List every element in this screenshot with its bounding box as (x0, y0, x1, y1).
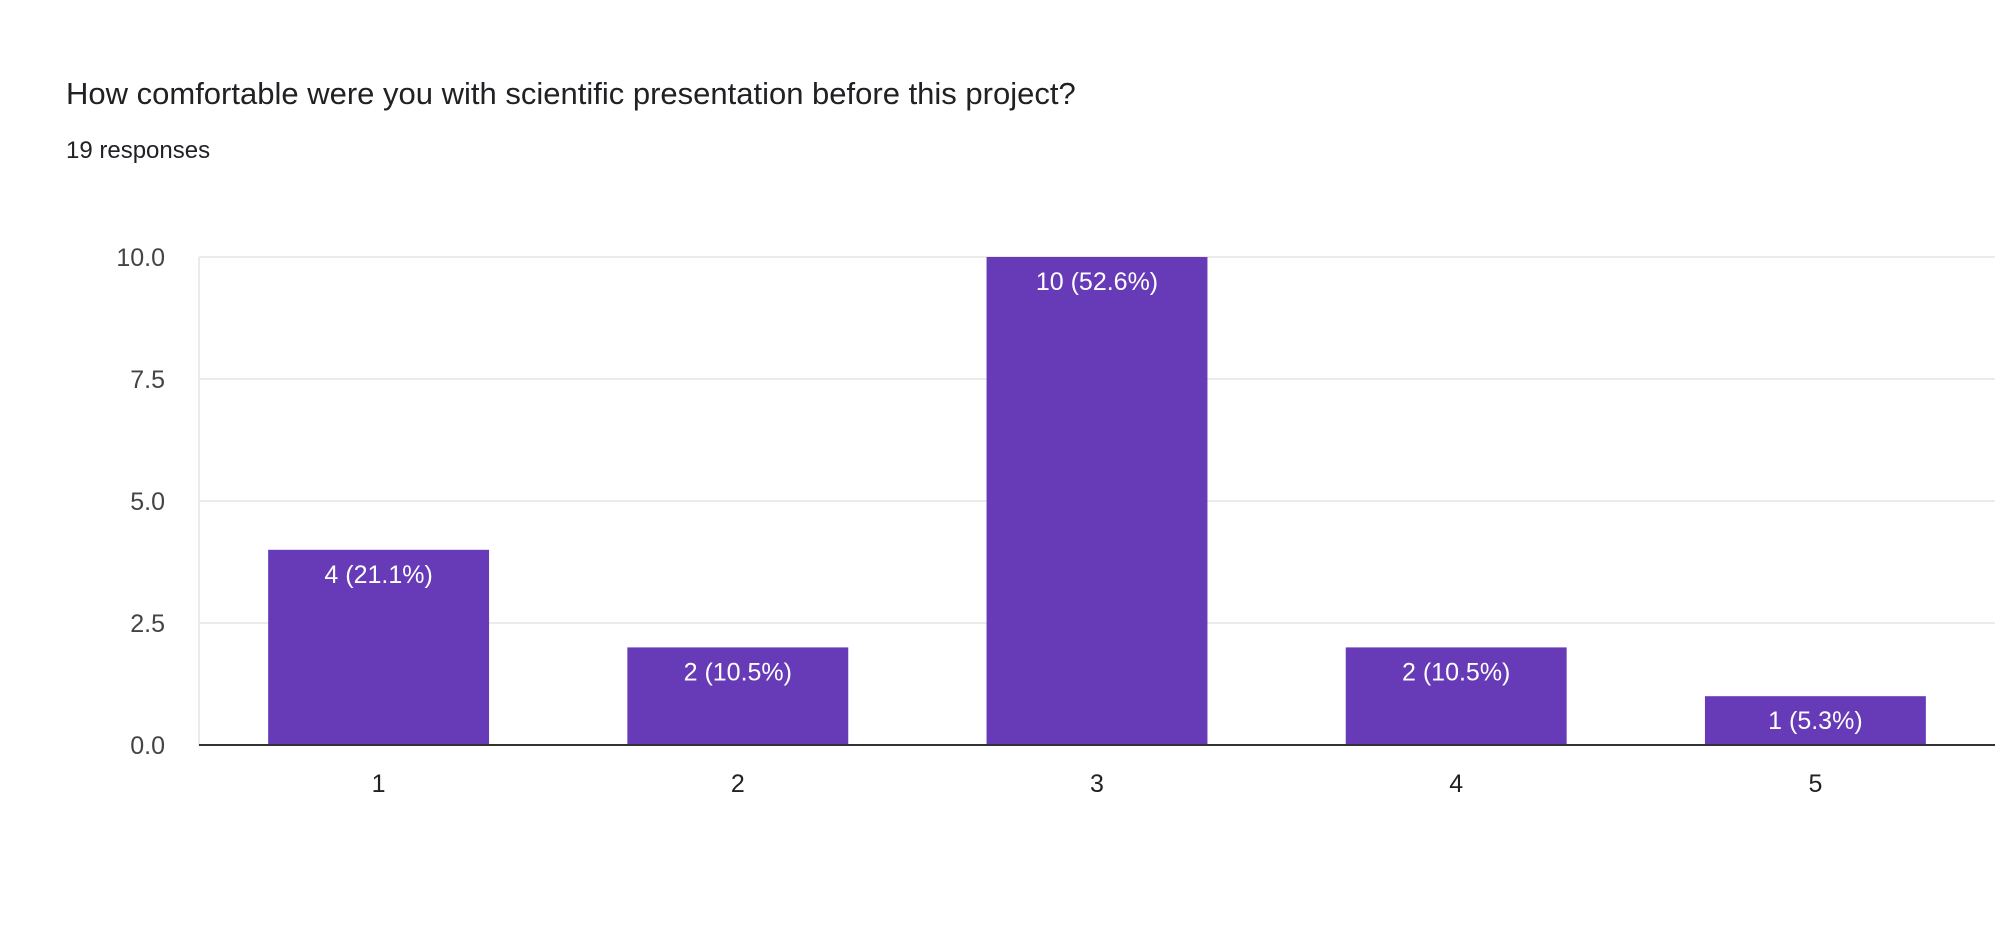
response-count: 19 responses (66, 137, 211, 164)
bar-5 (1704, 696, 1926, 745)
chart-title: How comfortable were you with scientific… (66, 76, 1076, 111)
bar-4 (1345, 647, 1567, 745)
bar-1 (268, 549, 490, 745)
data-label-5: 1 (5.3%) (1768, 707, 1862, 735)
y-tick-label: 5.0 (130, 488, 165, 516)
y-tick-label: 0.0 (130, 732, 165, 760)
x-tick-label: 1 (372, 770, 386, 798)
x-tick-label: 4 (1449, 770, 1463, 798)
data-label-3: 10 (52.6%) (1036, 268, 1158, 296)
bar-2 (627, 647, 849, 745)
x-tick-label: 3 (1090, 770, 1104, 798)
data-label-1: 4 (21.1%) (324, 561, 432, 589)
y-tick-label: 10.0 (116, 244, 165, 272)
bar-3 (986, 257, 1208, 745)
x-tick-label: 2 (731, 770, 745, 798)
y-tick-label: 2.5 (130, 610, 165, 638)
data-label-2: 2 (10.5%) (684, 658, 792, 686)
data-label-4: 2 (10.5%) (1402, 658, 1510, 686)
y-tick-label: 7.5 (130, 366, 165, 394)
x-tick-label: 5 (1808, 770, 1822, 798)
